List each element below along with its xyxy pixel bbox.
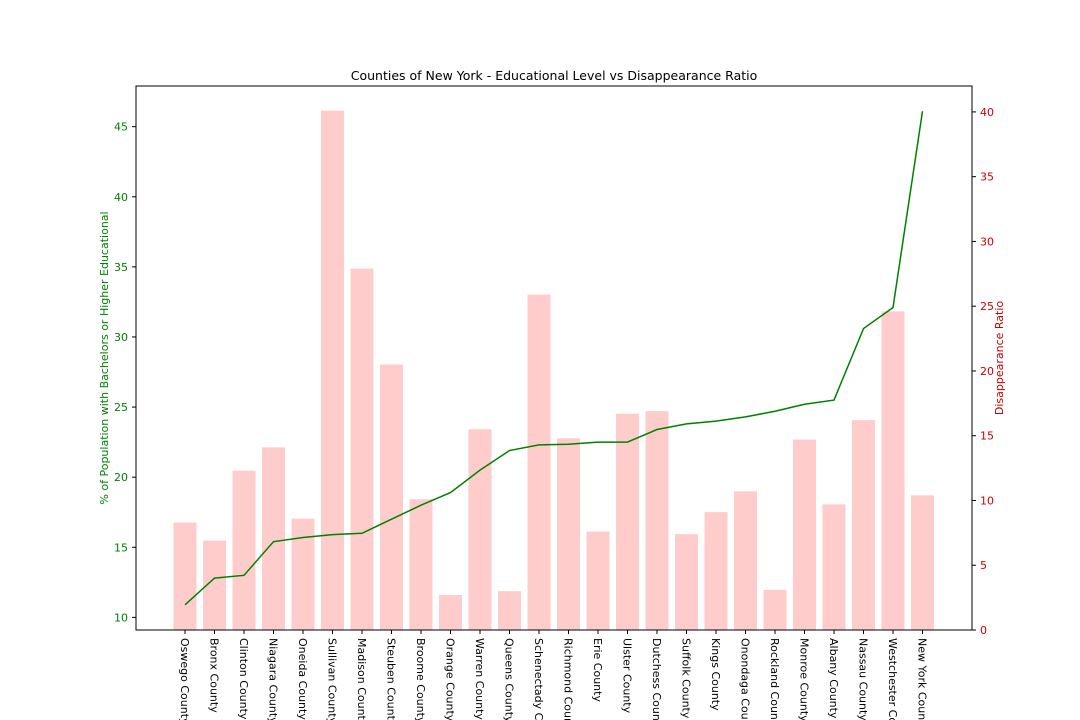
bar — [232, 470, 256, 630]
chart-title: Counties of New York - Educational Level… — [351, 68, 758, 83]
x-tick-label: New York County — [916, 638, 929, 720]
bar — [822, 504, 846, 630]
bar — [350, 268, 374, 630]
left-y-tick-label: 15 — [114, 541, 128, 554]
right-y-tick-label: 0 — [980, 624, 987, 637]
bar — [911, 495, 934, 630]
x-tick-label: Niagara County — [267, 638, 280, 720]
bar — [881, 311, 905, 630]
bar — [645, 411, 669, 630]
line-series — [184, 111, 924, 606]
left-y-tick-label: 45 — [114, 121, 128, 134]
left-y-axis-label: % of Population with Bachelors or Higher… — [98, 211, 111, 504]
x-tick-label: Schenectady County — [532, 638, 545, 720]
x-tick-label: Albany County — [827, 638, 840, 719]
line-layer — [184, 111, 924, 606]
right-y-tick-label: 35 — [980, 171, 994, 184]
right-y-tick-label: 5 — [980, 559, 987, 572]
left-y-tick-label: 30 — [114, 331, 128, 344]
x-axis: Oswego County Bronx County Clinton County N… — [178, 630, 929, 720]
right-y-tick-label: 30 — [980, 235, 994, 248]
x-tick-label: Richmond County — [562, 638, 575, 720]
bar — [704, 512, 728, 630]
x-tick-label: Monroe County — [798, 638, 811, 720]
bar — [557, 438, 580, 630]
x-tick-label: Ulster County — [621, 638, 634, 714]
x-tick-label: Oneida County — [296, 638, 309, 720]
bar — [616, 413, 639, 630]
bar — [675, 534, 698, 630]
bar — [498, 591, 521, 630]
right-y-tick-label: 25 — [980, 300, 994, 313]
bar — [262, 447, 285, 630]
x-tick-label: Orange County — [444, 638, 457, 720]
x-tick-label: Nassau County — [857, 638, 870, 720]
left-y-tick-label: 10 — [114, 611, 128, 624]
x-tick-label: Oswego County — [178, 638, 191, 720]
left-y-tick-label: 25 — [114, 401, 128, 414]
x-tick-label: Warren County — [473, 638, 486, 720]
x-tick-label: Erie County — [591, 638, 604, 702]
right-y-tick-label: 40 — [980, 106, 994, 119]
bar — [468, 429, 492, 630]
x-tick-label: Madison County — [355, 638, 368, 720]
bar — [291, 518, 315, 630]
bar — [173, 522, 197, 630]
plot-frame — [135, 85, 973, 631]
bar — [763, 589, 787, 630]
x-tick-label: Broome County — [414, 638, 427, 720]
left-y-axis: 10 15 20 25 30 35 40 45 — [114, 121, 136, 624]
left-y-tick-label: 40 — [114, 191, 128, 204]
x-tick-label: Sullivan County — [326, 638, 339, 720]
right-y-axis: 0 5 10 15 20 25 30 35 40 — [972, 106, 994, 637]
bar — [793, 439, 816, 630]
left-y-tick-label: 20 — [114, 471, 128, 484]
bar — [734, 491, 757, 630]
x-tick-label: Rockland County — [768, 638, 781, 720]
bar — [586, 531, 610, 630]
x-tick-label: Westchester County — [886, 638, 899, 720]
x-tick-label: Suffolk County — [680, 638, 693, 719]
x-tick-label: Queens County — [503, 638, 516, 720]
right-y-tick-label: 10 — [980, 494, 994, 507]
bar — [527, 294, 551, 630]
right-y-tick-label: 15 — [980, 430, 994, 443]
x-tick-label: Bronx County — [208, 638, 221, 713]
bars-layer — [173, 110, 934, 631]
bar — [203, 540, 226, 630]
bar — [380, 364, 403, 630]
x-tick-label: Onondaga County — [739, 638, 752, 720]
x-tick-label: Kings County — [709, 638, 722, 711]
x-tick-label: Dutchess County — [650, 638, 663, 720]
bar — [321, 110, 344, 631]
bar — [439, 595, 462, 630]
x-tick-label: Clinton County — [237, 638, 250, 720]
bar — [852, 420, 875, 630]
bar — [409, 499, 433, 630]
right-y-tick-label: 20 — [980, 365, 994, 378]
x-tick-label: Steuben County — [385, 638, 398, 720]
left-y-tick-label: 35 — [114, 261, 128, 274]
right-y-axis-label: Disappearance Ratio — [993, 301, 1006, 416]
